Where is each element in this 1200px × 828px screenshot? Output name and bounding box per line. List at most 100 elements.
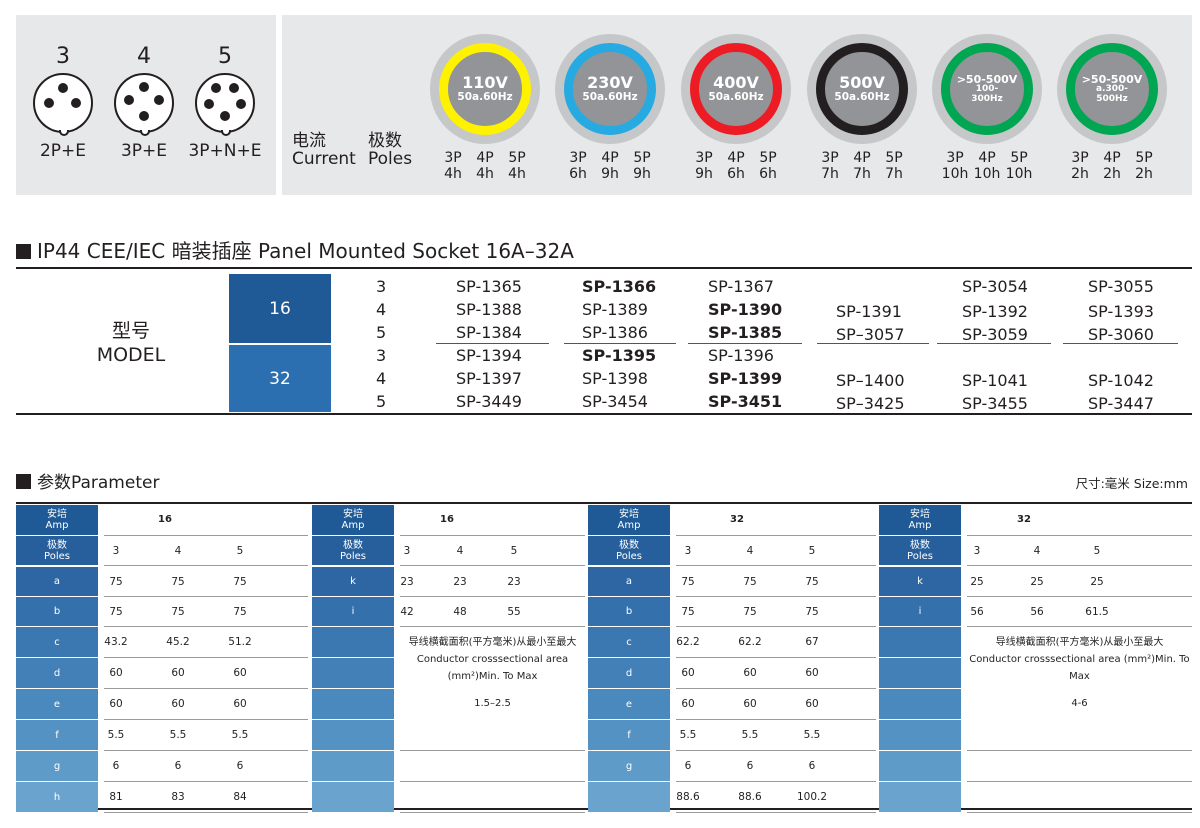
param-label-cell: d (16, 658, 98, 688)
pole-hour-pair: 4P 9h (595, 150, 625, 182)
param-value: 75 (109, 606, 123, 618)
voltage-badge-inner: 400V 50a.60Hz (690, 43, 782, 135)
socket-3pin-icon (33, 73, 93, 136)
pole-hour-pair: 4P 6h (721, 150, 751, 182)
pole-number: 4 (456, 545, 464, 557)
param-value: 75 (743, 606, 757, 618)
param-label: k (350, 576, 356, 587)
model-number: SP-3455 (962, 394, 1028, 413)
param-label: Amp (341, 520, 365, 531)
row-divider (400, 750, 585, 751)
param-value: 60 (743, 698, 757, 710)
param-label-cell: 极数 Poles (588, 536, 670, 565)
pole-number: 5 (510, 545, 518, 557)
model-number: SP-1389 (582, 300, 648, 319)
row-divider (676, 688, 876, 689)
param-value: 84 (233, 791, 247, 803)
pin-count: 5 (218, 44, 232, 69)
pole-count: 4 (376, 369, 387, 388)
param-label-cell (879, 751, 961, 781)
param-value: 83 (171, 791, 185, 803)
voltage-badge: 230V 50a.60Hz (555, 34, 665, 144)
model-number: SP-1386 (582, 323, 648, 342)
hour-value: 9h (633, 166, 651, 182)
param-value: 5.5 (169, 729, 187, 741)
model-number: SP-1366 (582, 277, 657, 296)
param-value: 60 (171, 667, 185, 679)
row-divider (104, 688, 308, 689)
poles-hours: 3P 7h 4P 7h 5P 7h (815, 150, 909, 182)
param-label: Poles (907, 550, 933, 562)
amp-16-cell: 16 (229, 274, 331, 343)
model-number: SP-1393 (1088, 302, 1154, 321)
model-number: SP-3055 (1088, 277, 1154, 296)
frequency-value: 300Hz (971, 93, 1003, 104)
model-number: SP-1391 (836, 302, 902, 321)
section-title-parameter: 参数Parameter (16, 468, 159, 493)
param-value: 75 (109, 576, 123, 588)
param-label: c (54, 636, 60, 648)
voltage-value: 110V (462, 73, 508, 93)
hour-value: 2h (1135, 166, 1153, 182)
param-label: b (625, 606, 633, 617)
voltage-value: 230V (587, 73, 633, 93)
pole-number: 5 (808, 545, 816, 557)
param-label-cell: 安培 Amp (312, 505, 394, 535)
socket-4pin-icon (114, 73, 174, 136)
param-label: d (625, 667, 633, 679)
param-value: 60 (109, 698, 123, 710)
hour-value: 7h (885, 166, 903, 182)
voltage-badge: >50-500V 100- 300Hz (932, 34, 1042, 144)
param-label-cell: i (879, 597, 961, 626)
param-value: 60 (681, 667, 695, 679)
param-label: Poles (340, 550, 366, 562)
frequency-value: 50a.60Hz (708, 90, 764, 103)
voltage-badge: 400V 50a.60Hz (681, 34, 791, 144)
param-value: 60 (171, 698, 185, 710)
param-value: 75 (681, 606, 695, 618)
param-label-cell: g (16, 751, 98, 781)
hour-value: 2h (1103, 166, 1121, 182)
param-value: 5.5 (679, 729, 697, 741)
row-divider (400, 565, 585, 566)
row-divider (400, 812, 585, 813)
param-value: 23 (400, 576, 414, 588)
model-number: SP-1399 (708, 369, 783, 388)
param-label-cell: 安培 Amp (879, 505, 961, 535)
pole-count: 3 (376, 346, 387, 365)
row-divider (937, 343, 1051, 344)
pole-number: 3 (684, 545, 692, 557)
param-value: 25 (970, 576, 984, 588)
param-value: 6 (746, 760, 754, 772)
pole-label: 3P (444, 150, 462, 166)
param-value: 75 (171, 576, 185, 588)
poles-hours: 3P 10h 4P 10h 5P 10h (940, 150, 1034, 182)
param-label-cell: b (16, 597, 98, 626)
model-number: SP-3447 (1088, 394, 1154, 413)
param-label-cell: g (588, 751, 670, 781)
pole-label: 3P (946, 150, 964, 166)
model-number: SP-1394 (456, 346, 522, 365)
param-value: 60 (109, 667, 123, 679)
param-value: 55 (507, 606, 521, 618)
pin-count: 3 (56, 44, 70, 69)
model-number: SP-1042 (1088, 371, 1154, 390)
param-label-cell: 极数 Poles (879, 536, 961, 565)
param-value: 60 (233, 698, 247, 710)
param-label: Poles (616, 550, 642, 562)
param-value: 6 (174, 760, 182, 772)
pole-label: 5P (508, 150, 526, 166)
hour-value: 4h (508, 166, 526, 182)
parameter-table: 安培 Amp 极数 Poles a b c d e f g h 16 3 4 5 75 75 75 75 75 75 43.… (16, 502, 1192, 813)
param-label: 安培 (910, 509, 930, 520)
pole-count: 5 (376, 323, 387, 342)
param-value: 100.2 (796, 791, 828, 803)
model-number: SP-1396 (708, 346, 774, 365)
voltage-value: 400V (713, 73, 759, 93)
row-divider (1063, 343, 1178, 344)
pole-hour-pair: 4P 2h (1097, 150, 1127, 182)
pole-number: 3 (403, 545, 411, 557)
pole-count: 3 (376, 277, 387, 296)
pole-label: 4P (978, 150, 996, 166)
pole-label: 4P (601, 150, 619, 166)
